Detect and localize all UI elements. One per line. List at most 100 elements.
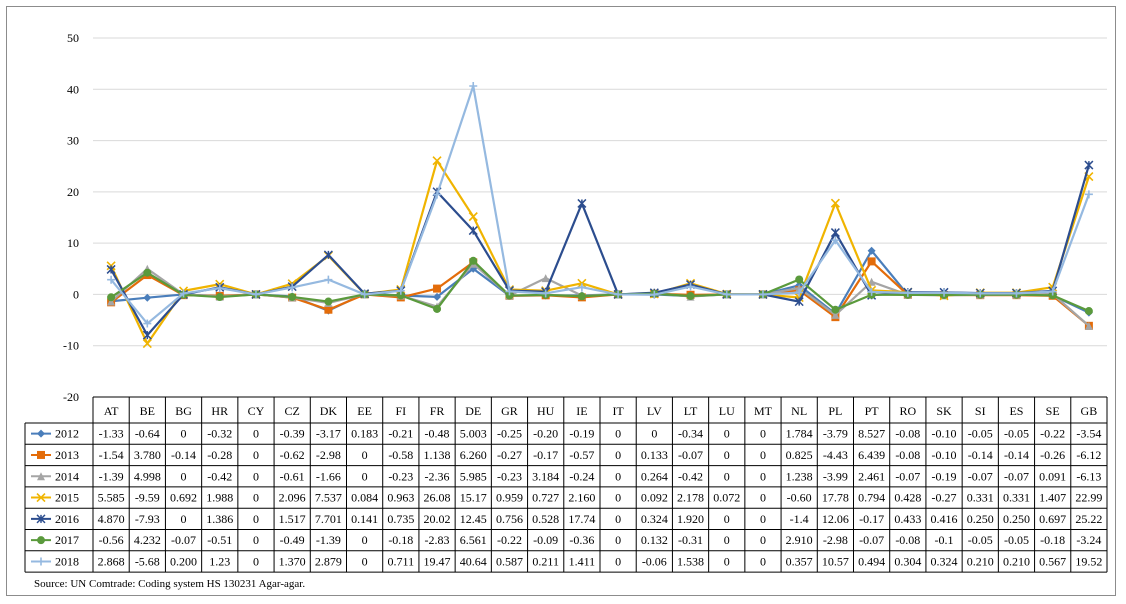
legend-marker-2013 xyxy=(37,450,45,459)
y-tick-label: 0 xyxy=(73,287,79,301)
data-label: 0.324 xyxy=(641,512,668,526)
data-label: 0 xyxy=(615,512,621,526)
data-label: 4.870 xyxy=(98,512,125,526)
data-point-2018 xyxy=(1084,190,1093,199)
data-label: -0.36 xyxy=(569,533,594,547)
data-label: -0.21 xyxy=(388,427,413,441)
data-point-2016 xyxy=(794,297,804,307)
data-point-2017 xyxy=(795,275,804,284)
x-category-label: EE xyxy=(357,404,372,418)
data-label: 3.184 xyxy=(532,469,559,483)
data-label: 40.64 xyxy=(460,554,487,568)
legend-label: 2012 xyxy=(55,427,79,441)
data-label: -1.66 xyxy=(316,469,341,483)
data-label: -0.19 xyxy=(932,469,957,483)
data-label: 0 xyxy=(651,427,657,441)
data-label: 0.200 xyxy=(170,554,197,568)
data-label: -0.07 xyxy=(678,448,703,462)
data-label: 0 xyxy=(760,533,766,547)
data-label: 0.210 xyxy=(1003,554,1030,568)
x-category-label: FR xyxy=(430,404,445,418)
series-line-2018 xyxy=(110,84,1090,325)
x-category-label: GB xyxy=(1081,404,1098,418)
data-label: 1.138 xyxy=(424,448,451,462)
data-label: -6.12 xyxy=(1076,448,1101,462)
x-category-label: HR xyxy=(211,404,228,418)
data-point-2018 xyxy=(831,236,840,245)
data-label: 0.304 xyxy=(894,554,921,568)
data-label: 0.587 xyxy=(496,554,523,568)
data-label: -0.42 xyxy=(678,469,703,483)
data-label: 0 xyxy=(615,491,621,505)
data-label: 0.692 xyxy=(170,491,197,505)
data-label: -0.51 xyxy=(207,533,232,547)
data-label: -0.07 xyxy=(1004,469,1029,483)
data-label: -0.57 xyxy=(569,448,594,462)
data-label: -3.24 xyxy=(1076,533,1101,547)
data-label: -0.05 xyxy=(968,533,993,547)
x-category-label: PL xyxy=(828,404,842,418)
data-point-2018 xyxy=(1012,289,1021,298)
data-label: 12.06 xyxy=(822,512,849,526)
y-tick-label: 40 xyxy=(67,82,79,96)
data-label: 6.439 xyxy=(858,448,885,462)
data-label: 0.697 xyxy=(1039,512,1066,526)
data-label: -2.98 xyxy=(316,448,341,462)
x-category-label: IE xyxy=(576,404,587,418)
data-point-2014 xyxy=(541,274,550,283)
data-label: -0.27 xyxy=(497,448,522,462)
data-label: -1.4 xyxy=(790,512,809,526)
data-label: -0.31 xyxy=(678,533,703,547)
data-point-2018 xyxy=(867,287,876,296)
data-label: -0.62 xyxy=(280,448,305,462)
data-point-2017 xyxy=(577,292,586,301)
data-label: 0.092 xyxy=(641,491,668,505)
data-label: -4.43 xyxy=(823,448,848,462)
data-label: -2.98 xyxy=(823,533,848,547)
data-label: 7.537 xyxy=(315,491,342,505)
y-tick-label: 50 xyxy=(67,31,79,45)
data-point-2016 xyxy=(106,264,116,274)
data-point-2018 xyxy=(143,319,152,328)
data-label: 0.250 xyxy=(967,512,994,526)
x-category-label: FI xyxy=(395,404,406,418)
data-point-2018 xyxy=(1048,287,1057,296)
data-point-2015 xyxy=(830,198,840,208)
data-label: 0 xyxy=(724,469,730,483)
data-point-2017 xyxy=(831,305,840,314)
data-label: 0.133 xyxy=(641,448,668,462)
data-point-2016 xyxy=(577,198,587,208)
data-label: -0.24 xyxy=(569,469,594,483)
data-label: 0 xyxy=(181,427,187,441)
data-point-2017 xyxy=(215,293,224,302)
data-point-2018 xyxy=(505,287,514,296)
data-label: 6.561 xyxy=(460,533,487,547)
data-point-2018 xyxy=(251,290,260,299)
data-label: 0.250 xyxy=(1003,512,1030,526)
data-label: -0.49 xyxy=(280,533,305,547)
data-label: 19.52 xyxy=(1075,554,1102,568)
data-label: 0 xyxy=(253,512,259,526)
data-label: 2.868 xyxy=(98,554,125,568)
data-point-2015 xyxy=(142,339,152,349)
data-label: -0.07 xyxy=(895,469,920,483)
data-label: -0.07 xyxy=(968,469,993,483)
data-point-2018 xyxy=(179,289,188,298)
data-point-2012 xyxy=(433,292,442,301)
data-label: 0 xyxy=(362,533,368,547)
line-chart-with-data-table: -20 -10 0 10 20 30 40 50 AT BE BG HR CY CZ DK EE FI FR DE G… xyxy=(24,31,1108,573)
x-category-label: IT xyxy=(612,404,624,418)
data-label: -0.27 xyxy=(932,491,957,505)
source-note: Source: UN Comtrade: Coding system HS 13… xyxy=(34,578,306,590)
data-point-2016 xyxy=(142,330,152,340)
data-point-2017 xyxy=(505,291,514,300)
data-label: 17.78 xyxy=(822,491,849,505)
data-label: 0 xyxy=(362,554,368,568)
data-point-2013 xyxy=(867,257,876,266)
data-label: 0.072 xyxy=(713,491,740,505)
data-point-2016 xyxy=(468,226,478,236)
data-label: -0.48 xyxy=(425,427,450,441)
data-label: 0.959 xyxy=(496,491,523,505)
data-label: 0.331 xyxy=(967,491,994,505)
data-label: -0.17 xyxy=(533,448,558,462)
